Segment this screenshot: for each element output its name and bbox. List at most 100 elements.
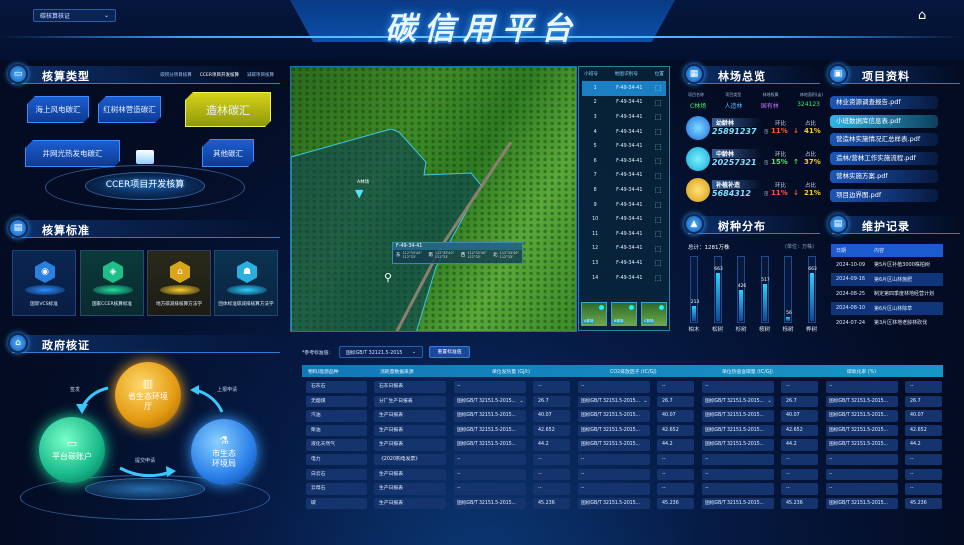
standard-select[interactable]: 国标GB/T 32151.5-2015...: [578, 410, 650, 422]
standard-card-ccer[interactable]: ◈ 国家CCER核算标准: [80, 250, 144, 316]
node-municipal[interactable]: ⚗ 市生态环境局: [191, 419, 257, 485]
standard-select[interactable]: --: [826, 453, 898, 466]
value-field[interactable]: 42.652: [781, 424, 818, 437]
value-field[interactable]: 26.7: [533, 395, 570, 408]
location-icon[interactable]: ⬚: [654, 157, 662, 166]
file-link[interactable]: 营林实施方案.pdf: [830, 170, 938, 183]
value-field[interactable]: 26.7: [781, 395, 818, 408]
node-provincial[interactable]: ▥ 省生态环境厅: [115, 362, 181, 428]
standard-select[interactable]: --: [702, 381, 774, 393]
standard-select[interactable]: --: [702, 453, 774, 466]
maintenance-row[interactable]: 2024-10-09 第5片区补植3000株柏树: [831, 258, 943, 271]
value-field[interactable]: --: [905, 453, 942, 466]
value-field[interactable]: 42.652: [905, 424, 942, 437]
value-field[interactable]: --: [905, 483, 942, 495]
thumb-b[interactable]: B林场: [611, 302, 637, 326]
type-other[interactable]: 其他碳汇: [202, 139, 254, 167]
standard-select[interactable]: --: [454, 483, 526, 495]
standard-select[interactable]: 国标GB/T 32151.5-2015... ⌄: [578, 395, 650, 408]
standard-select[interactable]: 国标GB/T 32151.5-2015...: [826, 410, 898, 422]
value-field[interactable]: 44.2: [657, 439, 694, 451]
location-icon[interactable]: ⬚: [654, 128, 662, 137]
plot-row[interactable]: 6 F-49-34-41 ⬚: [582, 154, 666, 169]
file-link[interactable]: 营造林实施情况汇总样表.pdf: [830, 133, 938, 146]
standard-select[interactable]: --: [578, 468, 650, 481]
map-marker-icon[interactable]: ⚲: [384, 271, 393, 284]
plot-row[interactable]: 8 F-49-34-41 ⬚: [582, 183, 666, 198]
module-dropdown[interactable]: 碳核算核证 ⌄: [33, 9, 116, 22]
value-field[interactable]: 40.07: [905, 410, 942, 422]
standard-select[interactable]: 国标GB/T 32151.5-2015...: [826, 439, 898, 451]
location-icon[interactable]: ⬚: [654, 201, 662, 210]
value-field[interactable]: 26.7: [657, 395, 694, 408]
location-icon[interactable]: ⬚: [654, 215, 662, 224]
tab-carbon-credit[interactable]: 碳积分项目核算: [160, 73, 192, 78]
standard-select[interactable]: 国标GB/T 32151.5-2015...: [826, 424, 898, 437]
type-mangrove[interactable]: 红树林营造碳汇: [98, 96, 161, 123]
standard-select[interactable]: 国标GB/T 32151.5-2015...: [578, 497, 650, 510]
value-field[interactable]: 45.236: [533, 497, 570, 510]
value-field[interactable]: 40.07: [657, 410, 694, 422]
data-source[interactable]: 生产日报表: [374, 410, 446, 422]
location-icon[interactable]: ⬚: [654, 259, 662, 268]
node-platform-account[interactable]: ▭ 平台碳账户: [39, 417, 105, 483]
standard-select[interactable]: 国标GB/T 32151.5-2015... ⌄: [454, 395, 526, 408]
value-field[interactable]: 44.2: [905, 439, 942, 451]
standard-select[interactable]: --: [578, 381, 650, 393]
standard-select[interactable]: 国标GB/T 32151.5-2015...: [578, 424, 650, 437]
data-source[interactable]: 《2020购电发票》: [374, 453, 446, 466]
standard-select[interactable]: --: [826, 381, 898, 393]
standard-select[interactable]: --: [578, 453, 650, 466]
location-icon[interactable]: ⬚: [654, 98, 662, 107]
standard-select[interactable]: 国标GB/T 32151.5-2015...: [578, 439, 650, 451]
value-field[interactable]: --: [657, 453, 694, 466]
plot-row[interactable]: 10 F-49-34-41 ⬚: [582, 212, 666, 227]
standard-select[interactable]: 国标GB/T 32151.5-2015... ⌄: [702, 395, 774, 408]
data-source[interactable]: 石灰日报表: [374, 381, 446, 393]
standard-select[interactable]: --: [578, 483, 650, 495]
standard-select[interactable]: --: [702, 468, 774, 481]
location-icon[interactable]: ⬚: [654, 142, 662, 151]
standard-select[interactable]: 国标GB/T 32151.5-2015...: [826, 395, 898, 408]
standard-select[interactable]: 国标GB/T 32151.5-2015...: [702, 497, 774, 510]
value-field[interactable]: 45.236: [905, 497, 942, 510]
value-field[interactable]: --: [657, 483, 694, 495]
maintenance-row[interactable]: 2024-08-10 第6片区山林除草: [831, 301, 943, 315]
data-source[interactable]: 生产日报表: [374, 497, 446, 510]
standard-select[interactable]: 国标GB/T 32151.5-2015...: [454, 410, 526, 422]
plot-row[interactable]: 2 F-49-34-41 ⬚: [582, 96, 666, 111]
standard-select[interactable]: --: [826, 483, 898, 495]
standard-select[interactable]: 国标GB/T 32151.5-2015...: [702, 410, 774, 422]
value-field[interactable]: --: [781, 381, 818, 393]
standard-select[interactable]: 国标GB/T 32151.5-2015...: [702, 439, 774, 451]
location-icon[interactable]: ⬚: [654, 230, 662, 239]
standard-select[interactable]: 国标GB/T 32151.5-2015...: [454, 497, 526, 510]
maintenance-row[interactable]: 2024-07-24 第3片区林地老龄林砍伐: [831, 316, 943, 329]
type-solar-thermal[interactable]: 井网光热发电碳汇: [25, 140, 120, 167]
standard-select[interactable]: 国标GB/T 32151.5-2015...: [454, 424, 526, 437]
value-field[interactable]: --: [781, 453, 818, 466]
plot-row[interactable]: 11 F-49-34-41 ⬚: [582, 227, 666, 242]
value-field[interactable]: --: [657, 381, 694, 393]
data-source[interactable]: 分厂生产日报表: [374, 395, 446, 408]
maintenance-row[interactable]: 2024-09-16 第6片区山林施肥: [831, 272, 943, 286]
standard-card-vcs[interactable]: ◉ 国际VCS标准: [12, 250, 76, 316]
reset-standard-button[interactable]: 重置标准值: [429, 346, 470, 358]
value-field[interactable]: --: [905, 381, 942, 393]
value-field[interactable]: 40.07: [781, 410, 818, 422]
standard-card-local[interactable]: ⌂ 地方碳减排核算方法学: [147, 250, 211, 316]
plot-row[interactable]: 4 F-49-34-41 ⬚: [582, 125, 666, 140]
location-icon[interactable]: ⬚: [654, 113, 662, 122]
standard-select[interactable]: 国标GB/T 32151.5-2015...: [454, 439, 526, 451]
plot-row[interactable]: 5 F-49-34-41 ⬚: [582, 139, 666, 154]
value-field[interactable]: 44.2: [781, 439, 818, 451]
value-field[interactable]: 45.236: [781, 497, 818, 510]
value-field[interactable]: 40.07: [533, 410, 570, 422]
location-icon[interactable]: ⬚: [654, 84, 662, 93]
plot-row[interactable]: 3 F-49-34-41 ⬚: [582, 110, 666, 125]
data-source[interactable]: 生产日报表: [374, 468, 446, 481]
location-icon[interactable]: ⬚: [654, 244, 662, 253]
value-field[interactable]: --: [533, 453, 570, 466]
standard-select[interactable]: 国标GB/T 32151.5-2015...: [702, 424, 774, 437]
standard-select[interactable]: --: [454, 468, 526, 481]
